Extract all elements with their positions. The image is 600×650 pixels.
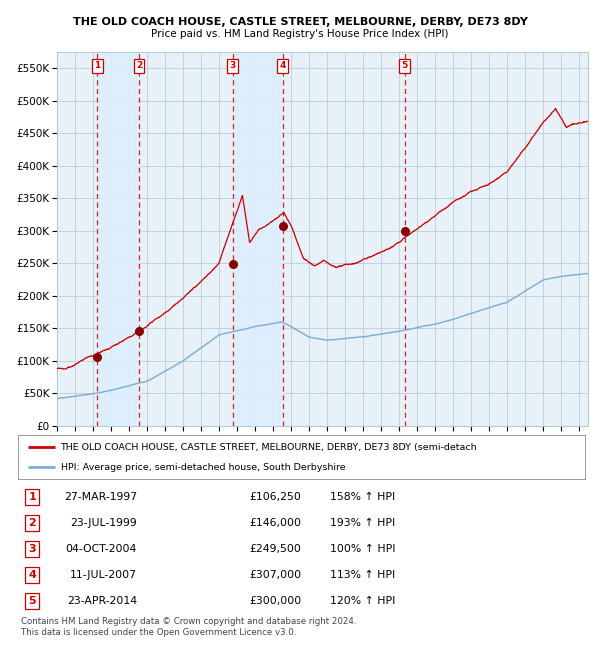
Text: 5: 5 (401, 61, 408, 70)
Text: Price paid vs. HM Land Registry's House Price Index (HPI): Price paid vs. HM Land Registry's House … (151, 29, 449, 39)
Text: THE OLD COACH HOUSE, CASTLE STREET, MELBOURNE, DERBY, DE73 8DY: THE OLD COACH HOUSE, CASTLE STREET, MELB… (73, 17, 527, 27)
Text: 113% ↑ HPI: 113% ↑ HPI (330, 570, 395, 580)
Text: 158% ↑ HPI: 158% ↑ HPI (330, 492, 395, 502)
Text: £249,500: £249,500 (250, 544, 302, 554)
Text: 120% ↑ HPI: 120% ↑ HPI (330, 596, 395, 606)
Text: 23-JUL-1999: 23-JUL-1999 (70, 518, 137, 528)
Text: HPI: Average price, semi-detached house, South Derbyshire: HPI: Average price, semi-detached house,… (61, 463, 345, 473)
Text: 1: 1 (94, 61, 100, 70)
Text: 2: 2 (136, 61, 142, 70)
Text: Contains HM Land Registry data © Crown copyright and database right 2024.
This d: Contains HM Land Registry data © Crown c… (21, 618, 356, 637)
Text: £106,250: £106,250 (250, 492, 302, 502)
Text: THE OLD COACH HOUSE, CASTLE STREET, MELBOURNE, DERBY, DE73 8DY (semi-detach: THE OLD COACH HOUSE, CASTLE STREET, MELB… (61, 443, 477, 452)
Text: £307,000: £307,000 (250, 570, 302, 580)
Text: 3: 3 (28, 544, 36, 554)
Text: 04-OCT-2004: 04-OCT-2004 (65, 544, 137, 554)
Text: £300,000: £300,000 (249, 596, 302, 606)
Bar (97, 52, 139, 426)
Text: 100% ↑ HPI: 100% ↑ HPI (330, 544, 395, 554)
Text: 3: 3 (230, 61, 236, 70)
Text: 4: 4 (28, 570, 36, 580)
Bar (233, 52, 283, 426)
Text: 11-JUL-2007: 11-JUL-2007 (70, 570, 137, 580)
Text: 27-MAR-1997: 27-MAR-1997 (64, 492, 137, 502)
Text: 23-APR-2014: 23-APR-2014 (67, 596, 137, 606)
Text: 1: 1 (28, 492, 36, 502)
Text: 193% ↑ HPI: 193% ↑ HPI (330, 518, 395, 528)
Text: £146,000: £146,000 (250, 518, 302, 528)
Text: 5: 5 (28, 596, 36, 606)
Text: 4: 4 (280, 61, 286, 70)
Text: 2: 2 (28, 518, 36, 528)
